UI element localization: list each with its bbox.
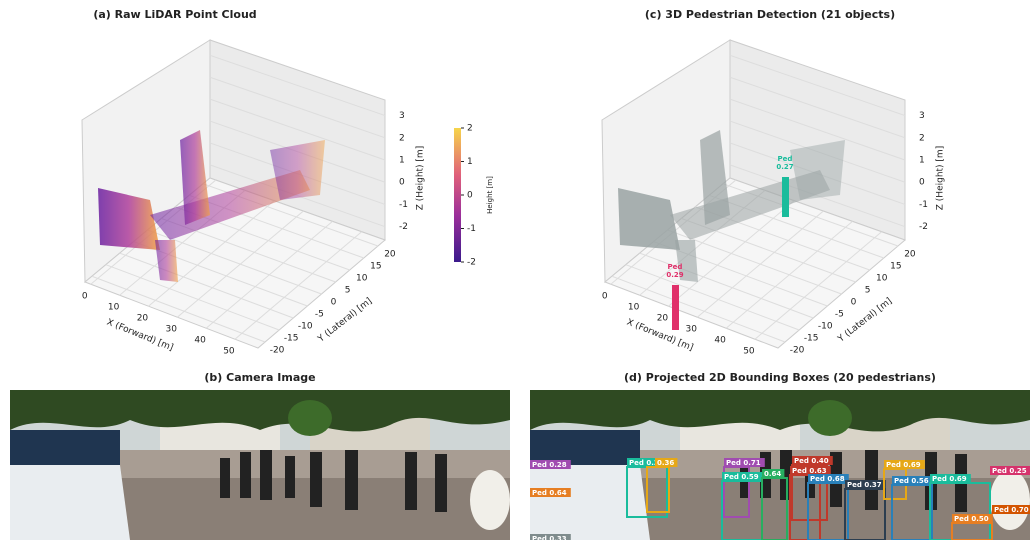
detection-label: 0.27: [776, 163, 793, 171]
box-label: Ped 0.69: [932, 475, 967, 483]
x-tick-label: 30: [166, 325, 178, 335]
camera-image: [10, 390, 510, 540]
x-tick-label: 50: [223, 347, 235, 357]
y-tick-label: -20: [790, 346, 805, 356]
box-label: Ped 0.50: [954, 515, 989, 523]
z-tick-label: 2: [919, 133, 925, 143]
y-axis-label: Y (Lateral) [m]: [836, 296, 894, 345]
x-tick-label: 20: [657, 314, 669, 324]
box-label: 0.36: [657, 459, 674, 467]
z-tick-label: -1: [399, 200, 408, 210]
y-tick-label: 5: [865, 286, 871, 296]
box-label: Ped 0.37: [847, 481, 882, 489]
y-tick-label: -10: [298, 322, 313, 332]
box-label: Ped 0.25: [992, 467, 1027, 475]
y-tick-label: -15: [284, 334, 299, 344]
y-tick-label: 0: [851, 298, 857, 308]
x-tick-label: 50: [743, 347, 755, 357]
point-cloud: [790, 140, 845, 200]
panel-title: (c) 3D Pedestrian Detection (21 objects): [645, 8, 895, 21]
colorbar-tick-label: -1: [467, 224, 476, 234]
y-tick-label: 15: [890, 262, 901, 272]
z-tick-label: -1: [919, 200, 928, 210]
panel-title: (a) Raw LiDAR Point Cloud: [93, 8, 256, 21]
detection-label: Ped: [668, 263, 683, 271]
detection-box: [782, 177, 789, 217]
detection-label: 0.29: [666, 271, 683, 279]
colorbar-tick-label: 0: [467, 191, 473, 201]
box-label: 0.64: [764, 470, 781, 478]
y-tick-label: 0: [331, 298, 337, 308]
box-label: Ped 0.71: [726, 459, 761, 467]
z-tick-label: 3: [919, 111, 925, 121]
colorbar-tick-label: 1: [467, 157, 473, 167]
x-tick-label: 0: [602, 292, 608, 302]
point-cloud: [270, 140, 325, 200]
box-label: Ped 0.56: [894, 477, 929, 485]
x-tick-label: 20: [137, 314, 149, 324]
detection-box: [672, 285, 679, 330]
box-label: Ped 0.64: [532, 489, 567, 497]
box-label: Ped 0.63: [792, 467, 827, 475]
z-axis-label: Z (Height) [m]: [936, 146, 946, 210]
colorbar-tick-label: -2: [467, 258, 476, 268]
y-axis-label: Y (Lateral) [m]: [316, 296, 374, 345]
z-tick-label: 2: [399, 133, 405, 143]
figure: (a) Raw LiDAR Point Cloud (c) 3D Pedestr…: [0, 0, 1030, 540]
z-tick-label: -2: [919, 222, 928, 232]
axes-3d: 01020304050-20-15-10-505101520-2-10123X …: [82, 40, 494, 357]
colorbar-label: Height [m]: [486, 176, 494, 214]
detection-label: Ped: [778, 155, 793, 163]
box-label: Ped 0.70: [994, 506, 1029, 514]
y-tick-label: 20: [904, 250, 916, 260]
z-tick-label: 0: [919, 178, 925, 188]
y-tick-label: 10: [356, 274, 368, 284]
x-tick-label: 40: [194, 336, 206, 346]
colorbar: [454, 128, 461, 262]
y-tick-label: -15: [804, 334, 819, 344]
z-tick-label: -2: [399, 222, 408, 232]
z-tick-label: 0: [399, 178, 405, 188]
y-tick-label: -5: [315, 310, 324, 320]
x-tick-label: 0: [82, 292, 88, 302]
box-label: Ped 0.40: [794, 457, 829, 465]
x-tick-label: 40: [714, 336, 726, 346]
box-label: Ped 0.68: [810, 475, 845, 483]
x-tick-label: 10: [628, 303, 640, 313]
panel-title: (b) Camera Image: [204, 371, 315, 384]
z-axis-label: Z (Height) [m]: [416, 146, 426, 210]
y-tick-label: 10: [876, 274, 888, 284]
box-label: Ped 0.28: [532, 461, 567, 469]
x-tick-label: 30: [686, 325, 698, 335]
y-tick-label: -20: [270, 346, 285, 356]
box-label: Ped 0.59: [724, 473, 759, 481]
z-tick-label: 1: [919, 156, 925, 166]
y-tick-label: -10: [818, 322, 833, 332]
z-tick-label: 3: [399, 111, 405, 121]
y-tick-label: 15: [370, 262, 381, 272]
panel-title: (d) Projected 2D Bounding Boxes (20 pede…: [624, 371, 936, 384]
box-label: Ped 0.69: [886, 461, 921, 469]
y-tick-label: 5: [345, 286, 351, 296]
y-tick-label: -5: [835, 310, 844, 320]
z-tick-label: 1: [399, 156, 405, 166]
x-tick-label: 10: [108, 303, 120, 313]
box-label: Ped 0.33: [532, 535, 567, 540]
axes-3d: 01020304050-20-15-10-505101520-2-10123X …: [602, 40, 946, 357]
colorbar-tick-label: 2: [467, 124, 473, 134]
y-tick-label: 20: [384, 250, 396, 260]
